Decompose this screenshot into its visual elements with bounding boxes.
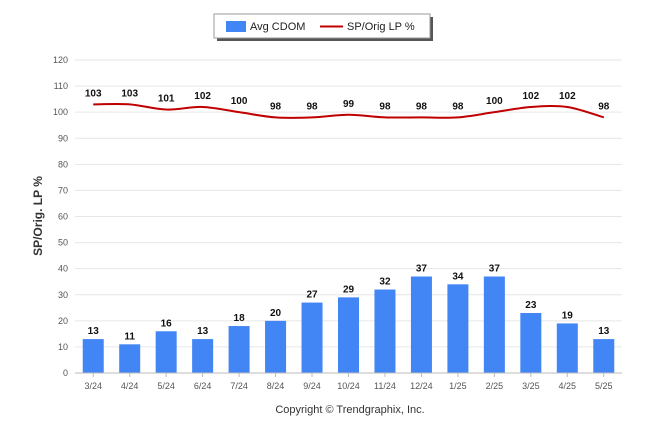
- bar-value-label: 34: [452, 271, 464, 282]
- line-value-label: 98: [452, 101, 464, 112]
- y-axis-ticks: 0 10 20 30 40 50 60 70 80 90 100 110 120: [53, 55, 68, 378]
- line-labels: 103 103 101 102 100 98 98 99 98 98 98 100 102 102 98: [85, 88, 610, 112]
- bar-value-label: 13: [88, 326, 100, 337]
- x-tick-label: 3/25: [522, 381, 540, 391]
- bar: [338, 297, 359, 373]
- line-value-label: 98: [379, 101, 391, 112]
- x-tick-label: 4/24: [121, 381, 139, 391]
- bar: [301, 302, 323, 373]
- y-tick-label: 30: [58, 290, 68, 300]
- line-series: [93, 102, 605, 119]
- line-value-label: 103: [85, 88, 102, 99]
- line-value-label: 98: [306, 101, 318, 112]
- y-tick-label: 100: [53, 107, 68, 117]
- bar-value-label: 13: [598, 326, 610, 337]
- y-tick-label: 40: [58, 264, 68, 274]
- bar: [593, 339, 615, 373]
- bar: [119, 344, 141, 373]
- y-tick-label: 50: [58, 238, 68, 248]
- bar: [265, 320, 287, 373]
- bar-value-label: 16: [161, 318, 173, 329]
- bar-value-label: 18: [234, 313, 246, 324]
- x-tick-label: 6/24: [194, 381, 212, 391]
- bar: [228, 326, 250, 373]
- y-axis-label: SP/Orig. LP %: [31, 176, 45, 256]
- line-value-label: 102: [559, 91, 576, 102]
- line-value-label: 99: [343, 99, 355, 110]
- line-value-label: 101: [158, 94, 175, 105]
- x-tick-label: 7/24: [230, 381, 248, 391]
- bar-value-label: 23: [525, 300, 537, 311]
- x-tick-label: 5/25: [595, 381, 613, 391]
- legend-swatch-avg-cdom: [226, 21, 246, 32]
- copyright-text: Copyright © Trendgraphix, Inc.: [275, 404, 424, 416]
- x-tick-label: 1/25: [449, 381, 467, 391]
- bar: [82, 339, 104, 373]
- y-tick-label: 90: [58, 133, 68, 143]
- x-tick-label: 11/24: [374, 381, 396, 391]
- legend: Avg CDOM SP/Orig LP %: [213, 13, 433, 41]
- sp-orig-lp-line: [93, 102, 605, 119]
- y-tick-label: 110: [54, 81, 68, 91]
- bar-value-label: 19: [562, 310, 574, 321]
- bar-value-label: 32: [379, 277, 391, 288]
- x-tick-label: 3/24: [84, 381, 102, 391]
- line-value-label: 98: [270, 101, 282, 112]
- bar-value-label: 20: [270, 308, 282, 319]
- line-value-label: 102: [522, 91, 539, 102]
- bar: [155, 331, 177, 373]
- line-value-label: 100: [231, 96, 248, 107]
- x-tick-label: 2/25: [486, 381, 504, 391]
- x-tick-label: 8/24: [267, 381, 285, 391]
- line-value-label: 98: [416, 101, 428, 112]
- x-tick-label: 5/24: [157, 381, 175, 391]
- x-tick-label: 9/24: [303, 381, 321, 391]
- y-tick-label: 60: [58, 212, 68, 222]
- y-tick-label: 120: [53, 55, 68, 65]
- line-value-label: 100: [486, 96, 503, 107]
- bars: [82, 276, 615, 373]
- line-value-label: 103: [121, 88, 138, 99]
- y-tick-label: 0: [63, 368, 68, 378]
- bar: [192, 339, 214, 373]
- y-tick-label: 10: [58, 342, 68, 352]
- bar-value-label: 13: [197, 326, 209, 337]
- bar: [374, 289, 396, 373]
- x-tick-label: 12/24: [410, 381, 433, 391]
- legend-label-sp-orig-lp: SP/Orig LP %: [347, 21, 415, 33]
- y-tick-label: 20: [58, 316, 68, 326]
- bar: [410, 276, 432, 373]
- bar-value-label: 37: [489, 263, 501, 274]
- bar: [556, 323, 578, 373]
- y-tick-label: 70: [58, 185, 68, 195]
- line-value-label: 102: [194, 91, 211, 102]
- bar-value-label: 11: [124, 331, 135, 342]
- bar-value-label: 29: [343, 284, 355, 295]
- bar: [447, 284, 469, 373]
- bar-value-label: 37: [416, 263, 428, 274]
- bar: [483, 276, 505, 373]
- y-tick-label: 80: [58, 159, 68, 169]
- legend-label-avg-cdom: Avg CDOM: [250, 21, 305, 33]
- x-tick-label: 4/25: [559, 381, 577, 391]
- bar: [520, 313, 542, 373]
- x-tick-label: 10/24: [337, 381, 360, 391]
- bar-labels: 13 11 16 13 18 20 27 29 32 37 34 37 23 19 13: [88, 263, 610, 342]
- bar-value-label: 27: [306, 290, 318, 301]
- x-axis-ticks: 3/24 4/24 5/24 6/24 7/24 8/24 9/24 10/24 11/24 12…: [84, 373, 613, 391]
- line-value-label: 98: [598, 101, 610, 112]
